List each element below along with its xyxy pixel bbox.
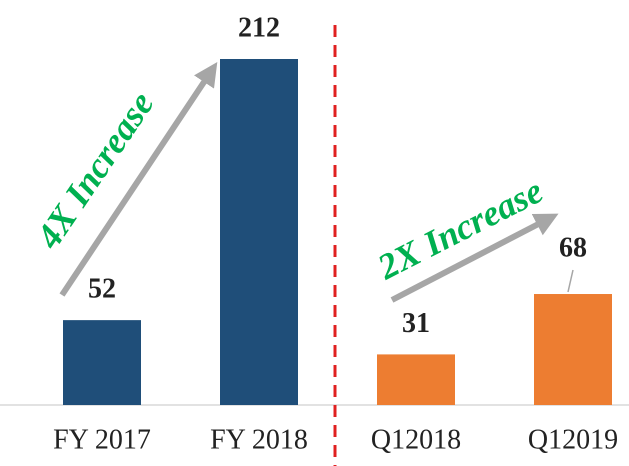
bar	[377, 354, 455, 405]
bar	[534, 294, 612, 405]
value-label: 68	[559, 232, 587, 263]
bar	[220, 59, 298, 405]
annotation: 4X Increase	[28, 85, 162, 257]
bar	[63, 320, 141, 405]
x-tick-label: Q12019	[528, 424, 618, 455]
x-tick-label: FY 2018	[210, 424, 308, 455]
leader-line	[567, 269, 574, 293]
arrow	[59, 62, 218, 297]
value-label: 31	[402, 308, 430, 339]
value-label: 52	[88, 274, 116, 305]
x-tick-label: Q12018	[371, 424, 461, 455]
value-label: 212	[238, 12, 280, 43]
x-tick-label: FY 2017	[53, 424, 151, 455]
arrow	[390, 213, 559, 303]
annotation: 2X Increase	[371, 170, 550, 287]
